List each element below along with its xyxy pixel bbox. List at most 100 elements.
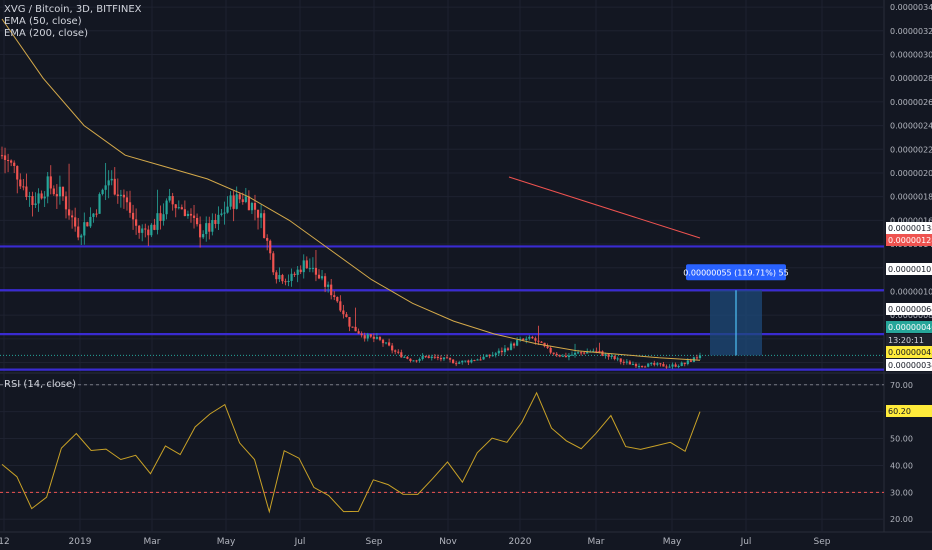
candle-body[interactable] (503, 348, 507, 353)
candle-body[interactable] (607, 354, 610, 357)
candle-body[interactable] (61, 186, 65, 197)
candle-body[interactable] (205, 223, 208, 235)
ema200-legend[interactable]: EMA (200, close) (4, 28, 88, 39)
candle-body[interactable] (394, 350, 397, 352)
candle-body[interactable] (470, 360, 473, 363)
candle-body[interactable] (232, 195, 235, 209)
candle-body[interactable] (278, 275, 281, 280)
candle-body[interactable] (156, 213, 159, 230)
candle-body[interactable] (698, 355, 702, 358)
candle-body[interactable] (19, 179, 22, 187)
candle-body[interactable] (141, 228, 144, 233)
candle-body[interactable] (348, 317, 351, 327)
candle-body[interactable] (40, 193, 43, 199)
candle-body[interactable] (512, 343, 516, 346)
candle-body[interactable] (634, 364, 638, 367)
candle-body[interactable] (135, 219, 138, 226)
candle-body[interactable] (80, 235, 83, 238)
candle-body[interactable] (622, 361, 625, 363)
candle-body[interactable] (381, 339, 385, 344)
measure-label-box[interactable] (686, 264, 786, 281)
candle-body[interactable] (77, 226, 80, 238)
candle-body[interactable] (400, 352, 403, 358)
candle-body[interactable] (509, 343, 513, 350)
candle-body[interactable] (461, 360, 464, 363)
candle-body[interactable] (159, 213, 162, 221)
candle-body[interactable] (576, 352, 580, 354)
candle-body[interactable] (604, 354, 607, 356)
candle-body[interactable] (269, 240, 272, 254)
candle-body[interactable] (275, 272, 278, 280)
candle-body[interactable] (107, 180, 110, 186)
candle-body[interactable] (644, 366, 647, 368)
candle-body[interactable] (464, 360, 467, 362)
candle-body[interactable] (147, 229, 150, 236)
candle-body[interactable] (631, 364, 635, 366)
candle-body[interactable] (497, 350, 500, 354)
candle-body[interactable] (473, 360, 476, 362)
candle-body[interactable] (131, 212, 135, 220)
candle-body[interactable] (64, 196, 68, 210)
candle-body[interactable] (564, 355, 567, 358)
candle-body[interactable] (31, 196, 34, 206)
candle-body[interactable] (226, 206, 229, 213)
candle-body[interactable] (412, 360, 415, 362)
candle-body[interactable] (58, 186, 62, 197)
candle-body[interactable] (138, 225, 141, 233)
candle-body[interactable] (116, 194, 119, 196)
candle-body[interactable] (555, 353, 558, 356)
candle-body[interactable] (543, 342, 546, 347)
candle-body[interactable] (122, 194, 126, 198)
candle-body[interactable] (436, 356, 439, 358)
candle-body[interactable] (71, 215, 74, 218)
candle-body[interactable] (171, 196, 174, 205)
candle-body[interactable] (488, 354, 491, 357)
candle-body[interactable] (439, 357, 443, 360)
candle-body[interactable] (336, 296, 339, 302)
rsi-line[interactable] (1, 391, 701, 514)
candle-body[interactable] (189, 213, 193, 216)
candle-body[interactable] (28, 196, 31, 198)
candle-body[interactable] (640, 366, 644, 368)
candle-body[interactable] (253, 202, 257, 210)
candle-body[interactable] (92, 213, 95, 217)
candle-body[interactable] (153, 224, 156, 230)
candle-body[interactable] (662, 364, 665, 367)
candle-body[interactable] (67, 209, 71, 216)
candle-body[interactable] (421, 356, 424, 360)
candle-body[interactable] (674, 364, 677, 367)
candle-body[interactable] (540, 341, 543, 343)
rsi-legend[interactable]: RSI (14, close) (4, 379, 77, 390)
candle-body[interactable] (299, 269, 302, 273)
candle-body[interactable] (281, 275, 284, 282)
candle-body[interactable] (177, 207, 180, 209)
candle-body[interactable] (516, 340, 519, 346)
candle-body[interactable] (342, 310, 345, 315)
candle-body[interactable] (601, 351, 604, 356)
candle-body[interactable] (49, 176, 52, 189)
candle-body[interactable] (375, 337, 379, 339)
candle-body[interactable] (174, 204, 177, 209)
candle-body[interactable] (95, 213, 98, 215)
candle-body[interactable] (610, 355, 613, 357)
candle-body[interactable] (144, 228, 147, 230)
candle-body[interactable] (125, 197, 129, 203)
candle-body[interactable] (183, 209, 186, 217)
candle-body[interactable] (695, 357, 699, 359)
candle-body[interactable] (247, 196, 250, 211)
candle-body[interactable] (552, 352, 555, 354)
candle-body[interactable] (3, 155, 7, 160)
candle-body[interactable] (409, 358, 412, 362)
candle-body[interactable] (83, 222, 86, 236)
candle-body[interactable] (525, 338, 528, 340)
ema50-line[interactable] (1, 18, 701, 361)
candle-body[interactable] (619, 358, 622, 362)
candle-body[interactable] (223, 212, 226, 214)
candle-body[interactable] (195, 217, 199, 225)
candle-body[interactable] (345, 314, 348, 318)
candle-body[interactable] (98, 194, 101, 214)
candle-body[interactable] (415, 360, 418, 362)
candle-body[interactable] (119, 194, 122, 196)
candle-body[interactable] (424, 356, 427, 358)
candle-body[interactable] (208, 223, 211, 232)
